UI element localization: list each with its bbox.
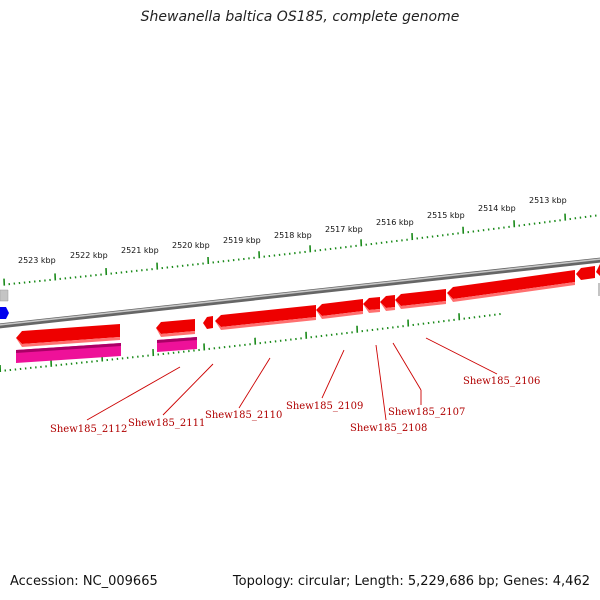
scale-label: 2523 kbp: [18, 256, 56, 265]
label-leaders: [86, 337, 498, 421]
gene-arrow-2111: [156, 319, 195, 334]
gene-features: [16, 264, 600, 363]
gene-label: Shew185_2109: [286, 401, 363, 412]
scale-label: 2522 kbp: [70, 251, 108, 260]
scale-label: 2518 kbp: [274, 231, 312, 240]
scale-label: 2517 kbp: [325, 225, 363, 234]
gene-arrow-right-2: [596, 264, 600, 276]
gene-labels: Shew185_2112 Shew185_2111 Shew185_2110 S…: [50, 376, 540, 435]
leader-2112: [86, 366, 181, 421]
genome-summary: Topology: circular; Length: 5,229,686 bp…: [232, 574, 590, 589]
gene-arrow-2107: [380, 295, 395, 308]
scale-label: 2519 kbp: [223, 236, 261, 245]
upper-scale-ticks: [3, 213, 597, 286]
gene-label: Shew185_2112: [50, 424, 127, 435]
blue-feature: [0, 307, 9, 319]
gene-arrow-long: [447, 270, 575, 299]
gene-label: Shew185_2110: [205, 410, 282, 421]
scale-label: 2516 kbp: [376, 218, 414, 227]
gene-label: Shew185_2107: [388, 407, 465, 418]
gene-arrow-2106: [395, 289, 446, 306]
scale-label: 2513 kbp: [529, 196, 567, 205]
leader-2108: [375, 344, 387, 421]
scale-label: 2514 kbp: [478, 204, 516, 213]
scale-label: 2520 kbp: [172, 241, 210, 250]
gene-arrow-2108: [363, 297, 380, 310]
leader-2111: [162, 363, 214, 416]
accession-text: Accession: NC_009665: [10, 574, 158, 589]
scale-labels: 2523 kbp 2522 kbp 2521 kbp 2520 kbp 2519…: [18, 196, 567, 265]
gene-arrow-small: [203, 316, 213, 329]
gene-arrow-2109: [316, 299, 363, 316]
leader-2109: [321, 349, 345, 399]
scale-label: 2521 kbp: [121, 246, 159, 255]
gene-arrow-right-1: [576, 266, 595, 280]
leader-2106: [425, 337, 498, 375]
map-title: Shewanella baltica OS185, complete genom…: [140, 9, 460, 25]
scale-label: 2515 kbp: [427, 211, 465, 220]
rna-feature-2112: [16, 343, 121, 363]
gene-label: Shew185_2111: [128, 418, 205, 429]
gene-label: Shew185_2108: [350, 423, 427, 434]
lower-scale-ticks: [0, 312, 501, 373]
grey-feature-left: [0, 289, 9, 302]
gene-arrow-2112: [16, 324, 120, 344]
gene-arrow-2110: [215, 305, 316, 327]
leader-2110: [238, 357, 271, 409]
gene-label: Shew185_2106: [463, 376, 540, 387]
